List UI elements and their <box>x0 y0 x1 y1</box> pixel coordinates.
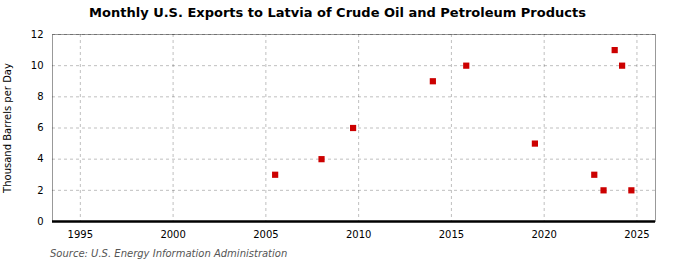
html-text:Monthly U.S. Exports to Latvia: Monthly U.S. Exports to Latvia of Crude … <box>89 5 586 20</box>
svg-text:8: 8 <box>37 91 43 102</box>
svg-text:2020: 2020 <box>531 229 556 240</box>
svg-text:1995: 1995 <box>68 229 93 240</box>
svg-text:Thousand Barrels per Day: Thousand Barrels per Day <box>2 63 13 194</box>
svg-text:2000: 2000 <box>160 229 185 240</box>
svg-text:2025: 2025 <box>624 229 649 240</box>
svg-text:2010: 2010 <box>346 229 371 240</box>
svg-text:10: 10 <box>31 60 44 71</box>
svg-text:2015: 2015 <box>439 229 464 240</box>
svg-text:0: 0 <box>37 216 43 227</box>
svg-text:12: 12 <box>31 29 44 40</box>
svg-text:6: 6 <box>37 122 43 133</box>
svg-text:4: 4 <box>37 153 43 164</box>
html-text:Source: U.S. Energy Informatio: Source: U.S. Energy Information Administ… <box>50 248 288 259</box>
svg-text:2005: 2005 <box>253 229 278 240</box>
svg-text:2: 2 <box>37 185 43 196</box>
